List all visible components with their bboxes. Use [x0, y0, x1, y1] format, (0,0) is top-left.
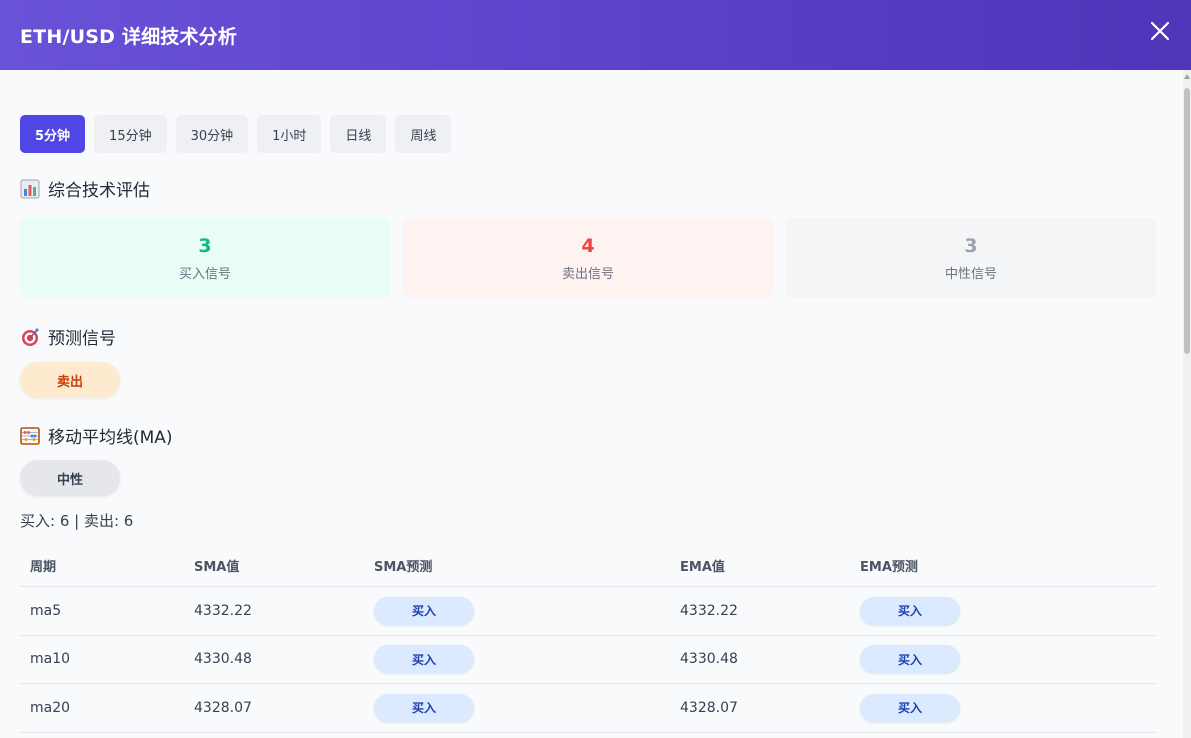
summary-title: 综合技术评估 [48, 181, 150, 201]
summary-section-title: 综合技术评估 [20, 176, 150, 201]
prediction-section-title: 预测信号 [20, 324, 116, 349]
sma-signal-cell: 买入 [364, 596, 670, 625]
table-row: ma10 4330.48 买入 4330.48 买入 [20, 636, 1156, 684]
sell-signal-count: 4 [581, 234, 595, 257]
table-row: ma20 4328.07 买入 4328.07 买入 [20, 684, 1156, 733]
sma-value-cell: 4332.22 [194, 602, 252, 619]
period-cell: ma10 [30, 651, 71, 668]
modal-content: 5分钟 15分钟 30分钟 1小时 日线 周线 综合技术评估 3 买入信号 4 … [0, 70, 1183, 738]
buy-signal-count: 3 [198, 234, 212, 257]
sma-signal-badge: 买入 [374, 645, 474, 674]
tab-5min[interactable]: 5分钟 [20, 115, 86, 153]
modal-title: ETH/USD 详细技术分析 [20, 25, 238, 48]
column-header-sma-value: SMA值 [194, 560, 240, 575]
column-header-ema-value: EMA值 [680, 560, 725, 575]
bar-chart-icon [20, 179, 40, 198]
ema-signal-cell: 买入 [850, 645, 1156, 674]
ma-signal-badge: 中性 [20, 460, 120, 496]
sma-signal-cell: 买入 [364, 645, 670, 674]
neutral-signal-card: 3 中性信号 [786, 218, 1156, 298]
tab-30min[interactable]: 30分钟 [175, 115, 249, 153]
scrollbar-thumb[interactable] [1184, 88, 1190, 354]
ma-table-header: 周期 SMA值 SMA预测 EMA值 EMA预测 [20, 545, 1156, 587]
neutral-signal-label: 中性信号 [944, 266, 997, 282]
buy-signal-label: 买入信号 [178, 266, 231, 282]
timeframe-tabs: 5分钟 15分钟 30分钟 1小时 日线 周线 [20, 115, 452, 153]
column-header-period: 周期 [30, 560, 57, 575]
sell-signal-label: 卖出信号 [561, 266, 614, 282]
ema-value-cell: 4330.48 [680, 651, 738, 668]
neutral-signal-count: 3 [964, 234, 978, 257]
ema-signal-badge: 买入 [860, 596, 960, 625]
column-header-sma-signal: SMA预测 [374, 560, 433, 575]
ma-signal-counts: 买入: 6 | 卖出: 6 [20, 512, 134, 530]
vertical-scrollbar[interactable] [1183, 70, 1191, 738]
tab-1hour[interactable]: 1小时 [257, 115, 322, 153]
ma-section-title: 移动平均线(MA) [20, 423, 173, 448]
buy-signal-card: 3 买入信号 [20, 218, 390, 298]
sell-signal-card: 4 卖出信号 [403, 218, 773, 298]
close-icon[interactable] [1149, 20, 1171, 42]
target-icon [22, 327, 39, 346]
sma-signal-badge: 买入 [374, 693, 474, 722]
table-row: ma5 4332.22 买入 4332.22 买入 [20, 587, 1156, 636]
period-cell: ma5 [30, 602, 62, 619]
sma-value-cell: 4330.48 [194, 651, 252, 668]
ema-signal-badge: 买入 [860, 645, 960, 674]
tab-daily[interactable]: 日线 [330, 115, 387, 153]
ma-title: 移动平均线(MA) [48, 428, 173, 448]
sma-value-cell: 4328.07 [194, 699, 252, 716]
tab-15min[interactable]: 15分钟 [94, 115, 167, 153]
ema-value-cell: 4328.07 [680, 699, 738, 716]
prediction-title: 预测信号 [48, 329, 116, 349]
sma-signal-cell: 买入 [364, 693, 670, 722]
tab-weekly[interactable]: 周线 [395, 115, 452, 153]
abacus-icon [20, 426, 40, 445]
prediction-signal-badge: 卖出 [20, 362, 120, 398]
ema-signal-cell: 买入 [850, 596, 1156, 625]
ema-signal-cell: 买入 [850, 693, 1156, 722]
summary-cards: 3 买入信号 4 卖出信号 3 中性信号 [20, 218, 1156, 298]
ma-table: 周期 SMA值 SMA预测 EMA值 EMA预测 ma5 4332.22 买入 … [20, 545, 1156, 733]
scroll-up-arrow-icon[interactable] [1184, 74, 1190, 79]
column-header-ema-signal: EMA预测 [860, 560, 918, 575]
ema-value-cell: 4332.22 [680, 602, 738, 619]
period-cell: ma20 [30, 699, 71, 716]
ema-signal-badge: 买入 [860, 693, 960, 722]
sma-signal-badge: 买入 [374, 596, 474, 625]
modal-header: ETH/USD 详细技术分析 [0, 0, 1191, 70]
